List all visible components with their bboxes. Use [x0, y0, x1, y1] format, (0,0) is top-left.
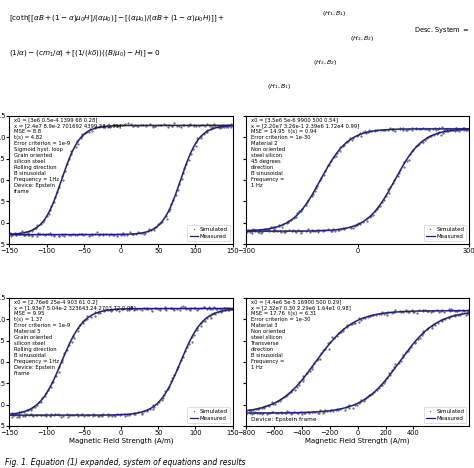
Simulated: [21, 232, 27, 238]
Simulated: [246, 407, 252, 413]
Measured: [409, 308, 415, 314]
Measured: [335, 332, 341, 337]
Measured: [191, 306, 196, 311]
Legend: Simulated, Measured: Simulated, Measured: [424, 407, 466, 423]
Text: $(1/\alpha) - (cm_1/\alpha) + [(1/(k\delta))((B/\mu_0) - H)] = 0$: $(1/\alpha) - (cm_1/\alpha) + [(1/(k\del…: [9, 48, 161, 59]
Simulated: [172, 120, 177, 126]
Text: x0 = [4.4e6 5e-5 16900 500 0.29]
x = [2.32e7 0.30 2.29e6 1.64e1 0.98]
MSE = 17.7: x0 = [4.4e6 5e-5 16900 500 0.29] x = [2.…: [251, 299, 350, 370]
Measured: [7, 411, 12, 417]
Simulated: [180, 304, 186, 309]
Measured: [466, 308, 472, 314]
Simulated: [13, 411, 19, 417]
Measured: [365, 314, 371, 319]
Simulated: [405, 127, 410, 133]
Simulated: [9, 411, 15, 417]
Text: $(H_2, B_2)$: $(H_2, B_2)$: [350, 34, 374, 43]
Simulated: [54, 373, 59, 379]
Measured: [466, 126, 472, 132]
Measured: [318, 178, 323, 183]
Line: Measured: Measured: [246, 311, 469, 411]
Simulated: [248, 408, 254, 414]
Simulated: [247, 229, 253, 234]
Legend: Simulated, Measured: Simulated, Measured: [187, 407, 230, 423]
Measured: [243, 408, 249, 414]
Simulated: [53, 194, 58, 200]
Measured: [98, 309, 104, 314]
Simulated: [250, 407, 255, 412]
Text: x0 = [3e6 0.5e-4 1399 68 0.28]
x = [2.4e7 8.9e-2 701692 4399.28 0.99]
MSE = 8.8
: x0 = [3e6 0.5e-4 1399 68 0.28] x = [2.4e…: [14, 117, 121, 194]
Line: Measured: Measured: [9, 125, 233, 234]
Simulated: [466, 308, 472, 314]
Measured: [173, 123, 178, 128]
Simulated: [76, 325, 82, 330]
Measured: [129, 123, 135, 128]
Measured: [427, 126, 433, 132]
Simulated: [74, 138, 80, 144]
Measured: [129, 306, 135, 312]
Measured: [298, 208, 304, 213]
Text: $(H_1, B_1)$: $(H_1, B_1)$: [267, 82, 292, 91]
Measured: [98, 124, 104, 130]
Text: Fig. 1. Equation (1) expanded, system of equations and results: Fig. 1. Equation (1) expanded, system of…: [5, 458, 245, 467]
Simulated: [169, 123, 174, 129]
Simulated: [183, 306, 189, 312]
Simulated: [105, 124, 110, 129]
Measured: [173, 306, 178, 311]
Simulated: [311, 360, 317, 366]
Simulated: [8, 231, 13, 237]
Text: Desc. System $=$: Desc. System $=$: [414, 25, 470, 35]
Simulated: [185, 123, 191, 128]
Measured: [365, 129, 371, 135]
Simulated: [466, 127, 472, 133]
Measured: [298, 378, 304, 384]
Text: x0 = [2.76e6 25e-4 903 61 0.2]
x = [1.93e7 5.04e-2 323643.24 2703.72 0.98]
MSE =: x0 = [2.76e6 25e-4 903 61 0.2] x = [1.93…: [14, 299, 136, 376]
Line: Simulated: Simulated: [9, 122, 234, 235]
Simulated: [312, 188, 318, 193]
Measured: [230, 306, 236, 311]
Text: $(H_1, B_1)$: $(H_1, B_1)$: [322, 9, 346, 18]
Line: Simulated: Simulated: [11, 306, 234, 415]
Legend: Simulated, Measured: Simulated, Measured: [424, 225, 466, 241]
Simulated: [245, 227, 250, 233]
X-axis label: Magnetic Field Strength (A/m): Magnetic Field Strength (A/m): [305, 438, 410, 444]
Simulated: [289, 388, 294, 393]
Simulated: [341, 143, 347, 148]
Simulated: [420, 307, 426, 313]
Text: $[\coth[[\alpha B + (1-\alpha)\mu_0 H]/(\alpha\mu_0)] - [(\alpha\mu_0)/(\alpha B: $[\coth[[\alpha B + (1-\alpha)\mu_0 H]/(…: [9, 14, 225, 24]
Measured: [62, 168, 67, 174]
Measured: [243, 228, 249, 234]
Simulated: [168, 305, 174, 311]
Line: Simulated: Simulated: [248, 308, 470, 412]
Text: Device: Epstein frame: Device: Epstein frame: [251, 417, 316, 422]
Simulated: [12, 411, 18, 417]
Simulated: [12, 230, 18, 236]
Measured: [318, 353, 323, 358]
Simulated: [419, 126, 424, 132]
Measured: [81, 132, 86, 138]
Measured: [81, 319, 86, 324]
Measured: [191, 123, 196, 128]
Line: Measured: Measured: [9, 308, 233, 414]
Line: Simulated: Simulated: [247, 126, 469, 232]
X-axis label: Magnetic Field Strength (A/m): Magnetic Field Strength (A/m): [69, 438, 173, 444]
Simulated: [446, 307, 452, 312]
Simulated: [230, 307, 236, 312]
Text: x0 = [3.5e6 5e-6 9900 500 0.54]
x = [2.20e7 3.26e-1 2.39e6 1.72e4 0.99]
MSE = 14: x0 = [3.5e6 5e-6 9900 500 0.54] x = [2.2…: [251, 117, 359, 188]
Simulated: [105, 307, 111, 313]
Legend: Simulated, Measured: Simulated, Measured: [187, 225, 230, 241]
Simulated: [341, 326, 346, 332]
Measured: [335, 149, 341, 154]
Simulated: [289, 218, 294, 223]
Measured: [7, 232, 12, 237]
Simulated: [406, 309, 411, 314]
Measured: [62, 352, 67, 358]
Measured: [409, 126, 415, 132]
Simulated: [439, 124, 445, 130]
Line: Measured: Measured: [246, 129, 469, 231]
Measured: [427, 308, 433, 314]
Simulated: [251, 226, 256, 232]
Measured: [230, 123, 236, 128]
Simulated: [230, 122, 236, 128]
Text: $(H_2, B_2)$: $(H_2, B_2)$: [313, 58, 337, 67]
